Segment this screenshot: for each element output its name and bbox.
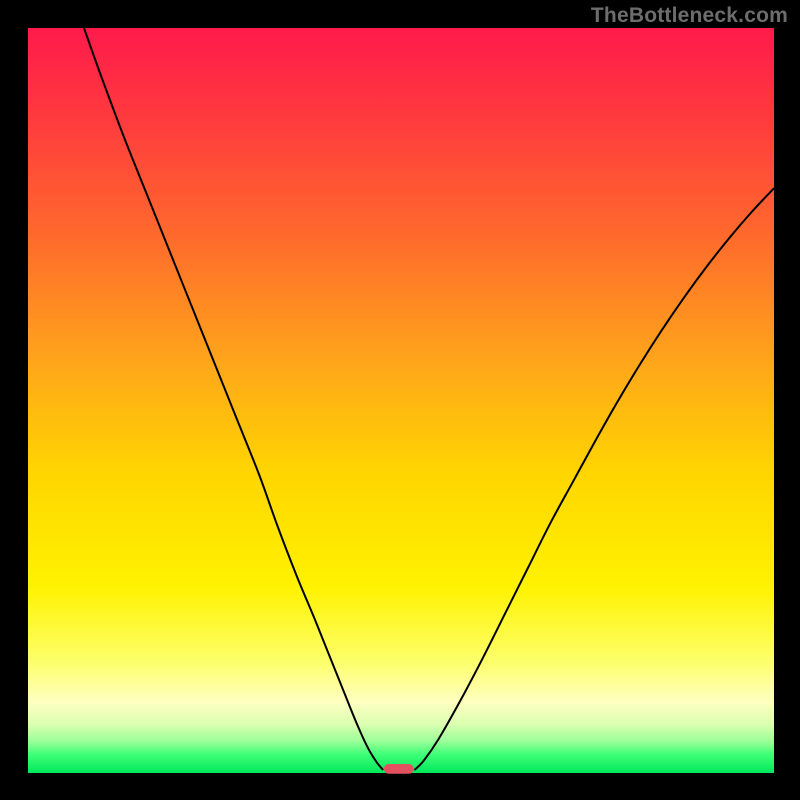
watermark-text: TheBottleneck.com bbox=[591, 4, 788, 28]
bottleneck-chart bbox=[0, 0, 800, 800]
minimum-marker bbox=[384, 764, 414, 774]
gradient-background bbox=[28, 28, 774, 773]
